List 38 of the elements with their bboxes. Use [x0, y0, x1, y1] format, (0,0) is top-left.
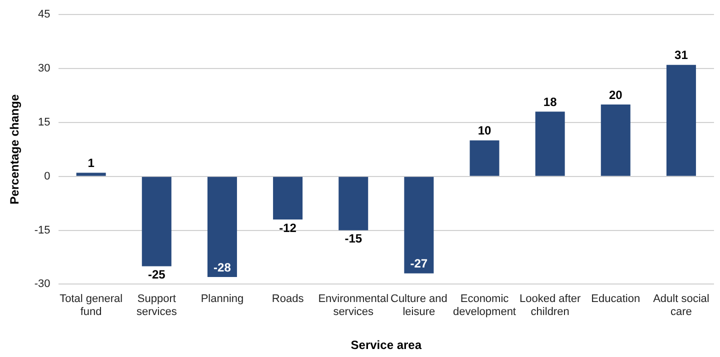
y-tick-label: -15 [34, 224, 50, 236]
data-label: -12 [279, 220, 297, 235]
data-label: -25 [148, 268, 166, 282]
data-label: -28 [214, 260, 232, 274]
y-tick-label: 30 [38, 62, 50, 75]
data-label: 20 [608, 88, 623, 102]
x-tick-label: Environmental services [318, 292, 389, 318]
data-label: 1 [88, 156, 95, 170]
y-tick-label: 15 [38, 116, 50, 128]
x-tick-label: Total general fund [60, 292, 123, 318]
x-tick-label: Looked after children [519, 292, 581, 318]
data-label: 31 [674, 48, 688, 62]
bar [338, 176, 368, 230]
bar [600, 104, 630, 176]
x-axis-title: Service area [350, 338, 422, 352]
y-tick-label: 45 [38, 8, 50, 21]
bar [535, 112, 565, 176]
x-tick-label: Adult social care [653, 292, 710, 318]
y-tick-label: 0 [44, 170, 50, 182]
bar [666, 64, 696, 176]
bar [207, 176, 237, 278]
x-tick-label: Culture and leisure [390, 292, 448, 318]
data-label: 18 [543, 94, 558, 109]
x-tick-label: Planning [200, 292, 244, 305]
x-tick-label: Education [591, 292, 640, 305]
data-label: -27 [410, 256, 428, 271]
bar [273, 176, 303, 220]
data-label: 10 [478, 124, 492, 138]
bar [404, 176, 434, 274]
x-tick-label: Support services [136, 292, 178, 318]
y-tick-label: -30 [34, 278, 50, 290]
x-tick-label: Roads [272, 292, 304, 305]
y-axis-title: Percentage change [8, 94, 22, 204]
x-tick-label: Economic development [453, 292, 516, 318]
bar [470, 140, 500, 176]
bar [142, 176, 172, 266]
data-label: -15 [344, 232, 362, 246]
bar [76, 172, 106, 176]
